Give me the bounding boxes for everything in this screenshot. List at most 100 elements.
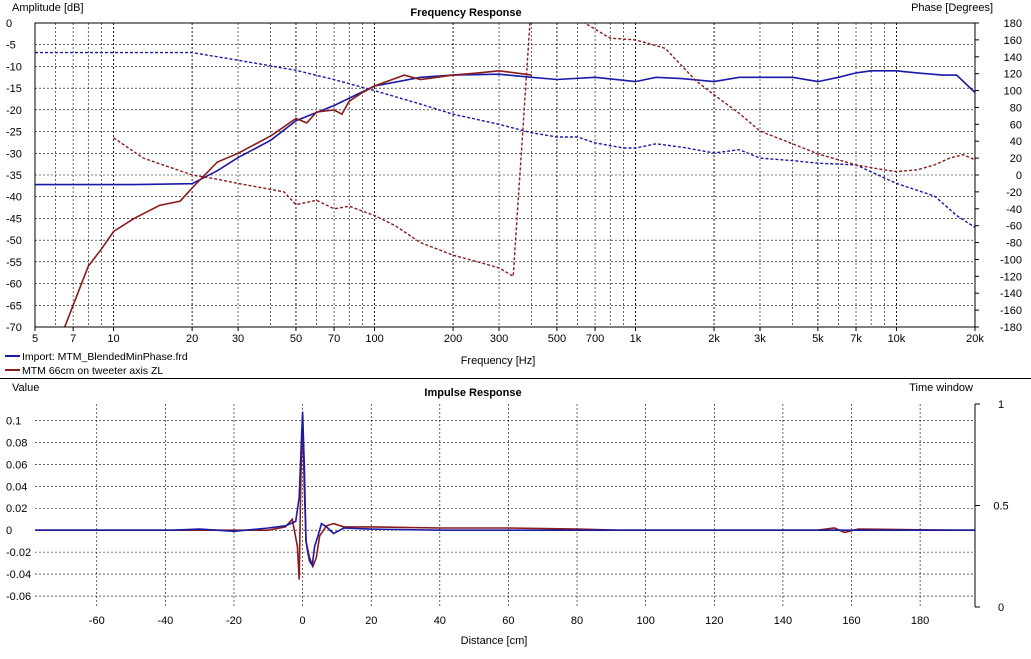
frequency-tick-label: 3k xyxy=(754,333,766,345)
distance-tick-label: 180 xyxy=(911,615,929,627)
time-window-tick-label: 0.5 xyxy=(993,501,1008,513)
frequency-tick-label: 1k xyxy=(630,333,642,345)
frequency-series-lines xyxy=(35,23,975,327)
distance-tick-label: 0 xyxy=(300,615,306,627)
distance-axis: -60 -40 -20 0 20 40 60 80 100 120 140 160 180 xyxy=(89,615,929,627)
frequency-tick-label: 10 xyxy=(107,333,119,345)
frequency-tick-label: 20k xyxy=(966,333,984,345)
distance-axis-label: Distance [cm] xyxy=(461,635,528,647)
phase-tick-label: -80 xyxy=(1006,238,1022,250)
frequency-tick-label: 500 xyxy=(548,333,566,345)
amplitude-tick-label: -60 xyxy=(6,279,22,291)
amplitude-tick-label: -25 xyxy=(6,127,22,139)
amplitude-tick-label: -20 xyxy=(6,105,22,117)
phase-line-mtm xyxy=(113,23,975,278)
amplitude-tick-label: -65 xyxy=(6,300,22,312)
impulse-line-blended xyxy=(35,411,975,568)
amplitude-tick-label: -15 xyxy=(6,83,22,95)
distance-tick-label: -40 xyxy=(157,615,173,627)
phase-axis-label: Phase [Degrees] xyxy=(911,2,993,14)
frequency-grid xyxy=(34,23,976,327)
phase-tick-label: 20 xyxy=(1010,153,1022,165)
frequency-axis-label: Frequency [Hz] xyxy=(461,355,536,367)
value-tick-label: -0.04 xyxy=(6,569,31,581)
amplitude-tick-label: -5 xyxy=(6,40,16,52)
time-window-axis: 10.50 xyxy=(974,399,1009,614)
impulse-plot-area xyxy=(35,404,975,607)
phase-tick-label: 160 xyxy=(1004,35,1022,47)
distance-tick-label: -20 xyxy=(226,615,242,627)
phase-tick-label: 60 xyxy=(1010,119,1022,131)
impulse-response-chart: 0.10.080.060.040.020-0.02-0.04-0.06 10.5… xyxy=(6,382,1009,647)
phase-tick-label: 80 xyxy=(1010,102,1022,114)
distance-tick-label: 40 xyxy=(434,615,446,627)
phase-tick-label: 140 xyxy=(1004,52,1022,64)
phase-tick-label: -20 xyxy=(1006,187,1022,199)
frequency-tick-label: 100 xyxy=(365,333,383,345)
amplitude-tick-label: -70 xyxy=(6,322,22,334)
value-axis-label: Value xyxy=(12,382,39,394)
value-tick-label: 0.1 xyxy=(6,415,21,427)
amplitude-tick-label: -55 xyxy=(6,257,22,269)
value-tick-label: -0.06 xyxy=(6,591,31,603)
magnitude-line-blended xyxy=(35,70,975,186)
phase-tick-label: 120 xyxy=(1004,69,1022,81)
frequency-tick-label: 2k xyxy=(708,333,720,345)
frequency-axis: 5 7 10 20 30 50 70 100 200 300 500 700 1k 2k 3k 5k 7k 10k… xyxy=(32,327,984,345)
impulse-line-mtm xyxy=(35,420,975,580)
phase-tick-label: 40 xyxy=(1010,136,1022,148)
legend-label-blended: Import: MTM_BlendedMinPhase.frd xyxy=(22,351,188,363)
phase-tick-label: 0 xyxy=(1016,170,1022,182)
phase-axis: 180 160 140 120 100 80 60 40 20 0 -20 -40 -60 -80 -100… xyxy=(975,18,1022,334)
amplitude-tick-label: -35 xyxy=(6,170,22,182)
value-tick-label: 0 xyxy=(6,525,12,537)
phase-line-blended xyxy=(35,51,975,228)
amplitude-tick-label: -50 xyxy=(6,235,22,247)
phase-tick-label: -140 xyxy=(1000,288,1022,300)
frequency-tick-label: 10k xyxy=(888,333,906,345)
phase-tick-label: -180 xyxy=(1000,322,1022,334)
legend-label-mtm: MTM 66cm on tweeter axis ZL xyxy=(22,365,163,377)
phase-tick-label: -40 xyxy=(1006,204,1022,216)
amplitude-axis-label: Amplitude [dB] xyxy=(12,2,84,14)
amplitude-tick-label: -45 xyxy=(6,213,22,225)
magnitude-line-mtm xyxy=(63,69,532,327)
value-tick-label: -0.02 xyxy=(6,547,31,559)
frequency-tick-label: 50 xyxy=(290,333,302,345)
time-window-tick-label: 0 xyxy=(998,602,1004,614)
frequency-tick-label: 20 xyxy=(186,333,198,345)
time-window-axis-label: Time window xyxy=(909,382,973,394)
frequency-tick-label: 70 xyxy=(328,333,340,345)
phase-tick-label: -100 xyxy=(1000,254,1022,266)
frequency-response-chart: 0 -5 -10 -15 -20 -25 -30 -35 -40 -45 -50 -55 -60 -65 -… xyxy=(5,2,1022,377)
value-axis: 0.1 0.08 0.06 0.04 0.02 0 -0.02 -0.04 -0.06 xyxy=(6,415,31,603)
phase-tick-label: -160 xyxy=(1000,305,1022,317)
phase-tick-label: -60 xyxy=(1006,221,1022,233)
impulse-series-lines xyxy=(35,411,975,580)
frequency-tick-label: 700 xyxy=(586,333,604,345)
distance-tick-label: 80 xyxy=(571,615,583,627)
distance-tick-label: 100 xyxy=(636,615,654,627)
value-tick-label: 0.08 xyxy=(6,437,27,449)
value-tick-label: 0.06 xyxy=(6,459,27,471)
frequency-tick-label: 300 xyxy=(490,333,508,345)
frequency-legend: Import: MTM_BlendedMinPhase.frd MTM 66cm… xyxy=(5,351,188,377)
distance-tick-label: 160 xyxy=(842,615,860,627)
distance-tick-label: 60 xyxy=(502,615,514,627)
distance-tick-label: 140 xyxy=(774,615,792,627)
frequency-tick-label: 7k xyxy=(850,333,862,345)
phase-tick-label: 180 xyxy=(1004,18,1022,30)
frequency-chart-title: Frequency Response xyxy=(410,7,521,19)
distance-tick-label: 120 xyxy=(705,615,723,627)
frequency-tick-label: 30 xyxy=(232,333,244,345)
distance-tick-label: 20 xyxy=(365,615,377,627)
amplitude-tick-label: -10 xyxy=(6,61,22,73)
frequency-tick-label: 7 xyxy=(70,333,76,345)
frequency-tick-label: 5 xyxy=(32,333,38,345)
frequency-tick-label: 200 xyxy=(444,333,462,345)
phase-tick-label: -120 xyxy=(1000,271,1022,283)
impulse-chart-title: Impulse Response xyxy=(424,387,521,399)
amplitude-tick-label: -30 xyxy=(6,148,22,160)
phase-tick-label: 100 xyxy=(1004,86,1022,98)
